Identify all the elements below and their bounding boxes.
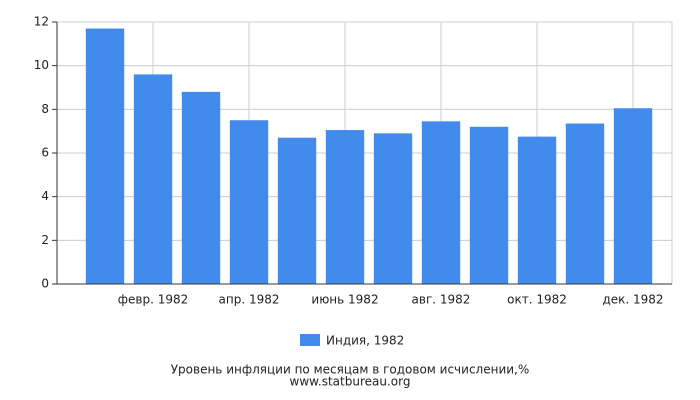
bar (373, 133, 413, 284)
bar (181, 91, 221, 284)
y-tick-label: 2 (41, 233, 49, 247)
bar (469, 126, 509, 284)
x-tick-label: февр. 1982 (118, 293, 189, 307)
y-tick-label: 12 (34, 15, 49, 29)
y-tick-label: 6 (41, 146, 49, 160)
chart-title: Уровень инфляции по месяцам в годовом ис… (171, 363, 530, 377)
bar (133, 74, 173, 285)
bar (565, 123, 605, 285)
legend-swatch (300, 334, 320, 346)
y-tick-label: 10 (34, 58, 49, 72)
bar (421, 121, 461, 284)
x-tick-label: апр. 1982 (219, 293, 280, 307)
bar (229, 120, 269, 284)
legend-label: Индия, 1982 (326, 334, 404, 348)
y-tick-label: 0 (41, 277, 49, 291)
x-tick-label: авг. 1982 (412, 293, 471, 307)
x-tick-label: июнь 1982 (311, 293, 378, 307)
bar (277, 137, 317, 284)
bar (325, 130, 365, 284)
y-tick-label: 4 (41, 189, 49, 203)
x-tick-label: окт. 1982 (507, 293, 567, 307)
bar (517, 136, 557, 284)
y-tick-label: 8 (41, 102, 49, 116)
bar (85, 28, 125, 284)
x-tick-label: дек. 1982 (602, 293, 663, 307)
bar (613, 108, 653, 284)
source: www.statbureau.org (290, 375, 411, 389)
